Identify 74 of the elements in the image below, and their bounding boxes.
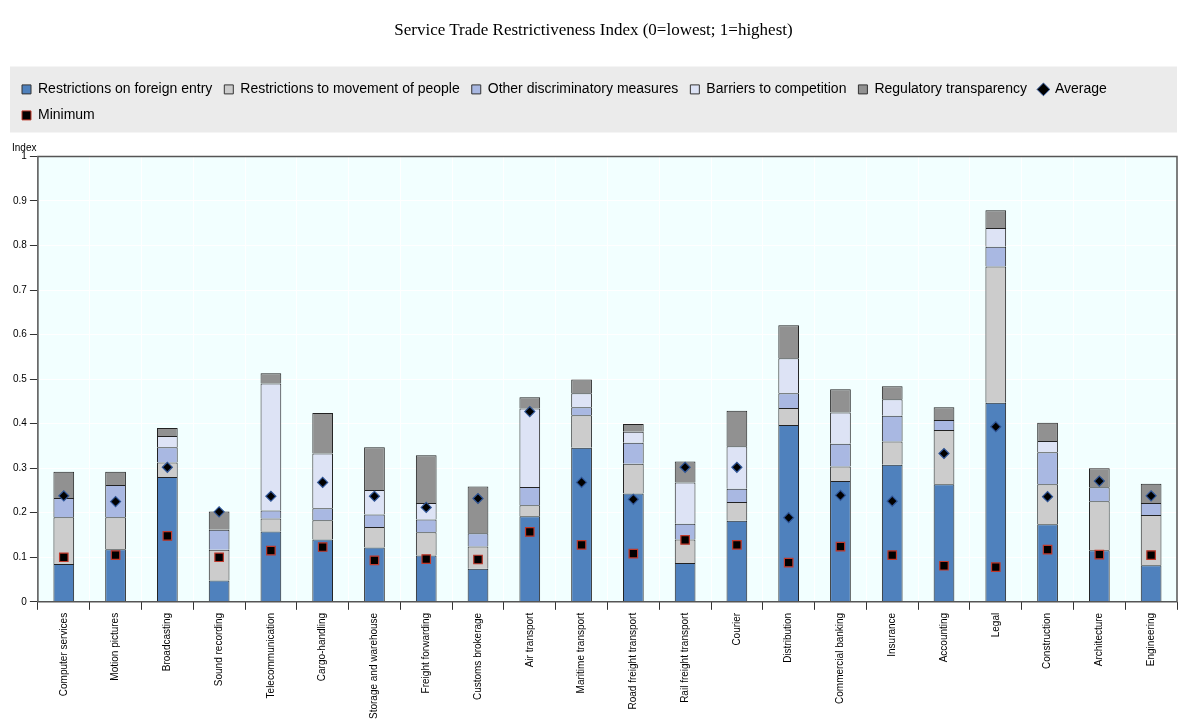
x-tick-label: Customs brokerage xyxy=(471,612,483,701)
x-tick-label: Motion pictures xyxy=(109,612,121,681)
y-tick-label: 0.5 xyxy=(13,372,28,384)
x-tick-label: Construction xyxy=(1041,612,1053,669)
x-tick-label: Road freight transport xyxy=(627,612,639,710)
legend-label: Restrictions to movement of people xyxy=(240,80,460,97)
legend-label: Regulatory transparency xyxy=(874,80,1027,97)
y-tick-label: 0.6 xyxy=(13,328,28,340)
point xyxy=(990,562,1001,572)
point xyxy=(939,560,949,571)
point xyxy=(162,531,173,541)
point xyxy=(472,492,484,505)
point xyxy=(1042,544,1053,555)
x-tick-label: Legal xyxy=(989,612,1001,638)
x-tick-label: Commercial banking xyxy=(834,612,846,704)
y-tick-label: 0.7 xyxy=(13,283,28,295)
point xyxy=(317,542,328,552)
legend-label: Minimum xyxy=(38,106,95,123)
legend-label: Average xyxy=(1054,80,1108,97)
legend-label: Barriers to competition xyxy=(706,80,847,97)
point xyxy=(628,548,639,559)
point xyxy=(317,476,329,489)
x-tick-label: Architecture xyxy=(1093,612,1105,667)
point xyxy=(1094,549,1105,560)
point xyxy=(110,550,121,560)
y-tick-label: 0.9 xyxy=(13,194,28,206)
point xyxy=(732,539,742,550)
x-tick-label: Computer services xyxy=(57,612,69,697)
x-tick-label: Rail freight transport xyxy=(678,612,690,703)
y-tick-label: 0.8 xyxy=(13,239,28,251)
x-tick-label: Air transport xyxy=(523,612,535,668)
x-tick-label: Broadcasting xyxy=(161,612,173,672)
point xyxy=(58,552,69,563)
y-tick-label: 0.1 xyxy=(13,551,28,563)
legend-label: Restrictions on foreign entry xyxy=(38,80,213,97)
x-tick-label: Cargo-handling xyxy=(316,612,328,682)
x-tick-label: Maritime transport xyxy=(575,612,587,694)
x-tick-label: Insurance xyxy=(885,612,897,657)
x-tick-label: Telecommunication xyxy=(264,612,276,699)
chart-title: Service Trade Restrictiveness Index (0=lowest; 1=highest) xyxy=(394,19,793,39)
x-tick-label: Freight forwarding xyxy=(419,612,431,694)
point xyxy=(266,545,276,556)
point xyxy=(834,489,847,501)
point xyxy=(576,539,587,550)
y-tick-label: 0.3 xyxy=(13,461,28,473)
x-tick-label: Storage and warehouse xyxy=(368,612,380,719)
point xyxy=(886,495,898,507)
x-tick-label: Distribution xyxy=(782,612,794,663)
x-tick-label: Sound recording xyxy=(212,612,224,687)
point xyxy=(214,552,224,563)
point xyxy=(627,493,639,505)
y-tick-label: 0.2 xyxy=(13,506,28,518)
x-tick-label: Courier xyxy=(730,612,742,646)
point xyxy=(783,557,794,568)
point xyxy=(680,535,690,545)
y-tick-label: 0.4 xyxy=(13,417,28,429)
point xyxy=(421,554,432,564)
point xyxy=(575,476,588,489)
x-tick-label: Accounting xyxy=(937,612,949,663)
point xyxy=(1041,491,1054,503)
point xyxy=(938,447,950,460)
point xyxy=(265,490,277,502)
point xyxy=(887,550,898,560)
y-tick-label: 0 xyxy=(21,595,28,607)
legend-label: Other discriminatory measures xyxy=(487,80,679,97)
point xyxy=(524,527,535,537)
point xyxy=(369,555,380,566)
point xyxy=(990,421,1002,433)
point xyxy=(58,490,70,502)
point xyxy=(783,512,795,524)
point xyxy=(1146,550,1156,560)
point xyxy=(213,506,225,518)
point xyxy=(524,406,536,418)
x-tick-label: Engineering xyxy=(1144,612,1156,667)
